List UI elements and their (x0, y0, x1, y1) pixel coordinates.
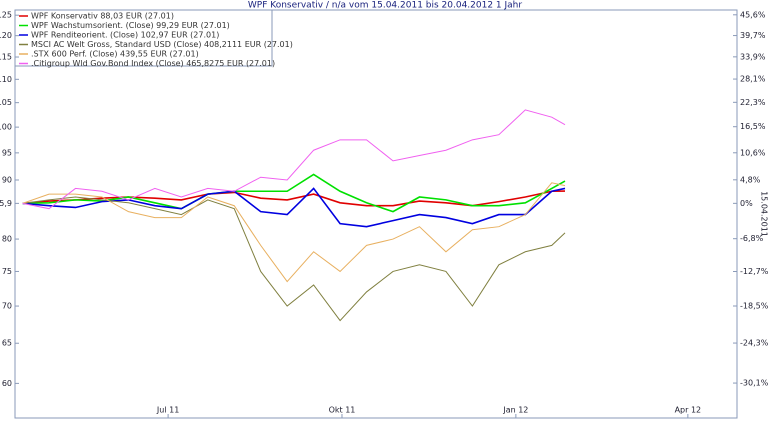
legend-label: WPF Wachstumsorient. (Close) 99,29 EUR (… (31, 21, 230, 30)
y-tick-label: 120 (0, 31, 12, 40)
y-tick-label: 125 (0, 11, 12, 20)
y-tick-label: 90 (2, 175, 12, 184)
y2-axis-label: 15.04.2011 (760, 191, 769, 237)
y2-tick-label: 4,8% (740, 175, 761, 184)
y-tick-label: 70 (2, 302, 12, 311)
legend-label: WPF Konservativ 88,03 EUR (27.01) (31, 12, 174, 21)
y2-tick-label: -30,1% (740, 379, 769, 388)
y2-tick-label: 33,9% (740, 52, 766, 61)
y2-tick-label: 39,7% (740, 31, 766, 40)
series-line (22, 190, 566, 207)
x-tick-label: Okt 11 (329, 406, 356, 415)
y-tick-label: 100 (0, 123, 12, 132)
y2-tick-label: -12,7% (740, 267, 769, 276)
y-tick-label: 105 (0, 98, 12, 107)
legend-label: MSCI AC Welt Gross, Standard USD (Close)… (31, 40, 293, 49)
legend-label: .STX 600 Perf. (Close) 439,55 EUR (27.01… (31, 50, 199, 59)
series-line (22, 173, 566, 213)
y2-tick-label: -24,3% (740, 339, 769, 348)
legend-label: .Citigroup Wld Gov.Bond Index (Close) 46… (31, 59, 275, 68)
y-tick-label: 85,9 (0, 199, 12, 208)
y2-tick-label: 45,6% (740, 10, 766, 19)
y2-tick-label: 0% (740, 199, 753, 208)
legend (14, 9, 273, 67)
y-tick-label: 95 (2, 148, 12, 157)
series-line (22, 196, 566, 322)
x-tick-label: Apr 12 (675, 406, 702, 415)
x-tick-label: Jan 12 (502, 406, 528, 415)
y2-tick-label: -6,8% (740, 234, 764, 243)
y2-tick-label: 10,6% (740, 148, 766, 157)
y-tick-label: 75 (2, 267, 12, 276)
y-tick-label: 115 (0, 53, 12, 62)
series-line (22, 182, 566, 283)
y-tick-label: 60 (2, 379, 12, 388)
y-tick-label: 80 (2, 235, 12, 244)
y2-tick-label: 16,5% (740, 122, 766, 131)
y2-tick-label: 22,3% (740, 98, 766, 107)
y2-tick-label: -18,5% (740, 302, 769, 311)
series-line (22, 109, 566, 210)
series-line (22, 187, 566, 228)
plot-area (14, 9, 738, 419)
chart-title: WPF Konservativ / n/a vom 15.04.2011 bis… (248, 1, 522, 11)
y-tick-label: 110 (0, 75, 12, 84)
x-tick-label: Jul 11 (156, 406, 179, 415)
y-tick-label: 65 (2, 339, 12, 348)
legend-label: WPF Renditeorient. (Close) 102,97 EUR (2… (31, 31, 219, 40)
y2-tick-label: 28,1% (740, 75, 766, 84)
